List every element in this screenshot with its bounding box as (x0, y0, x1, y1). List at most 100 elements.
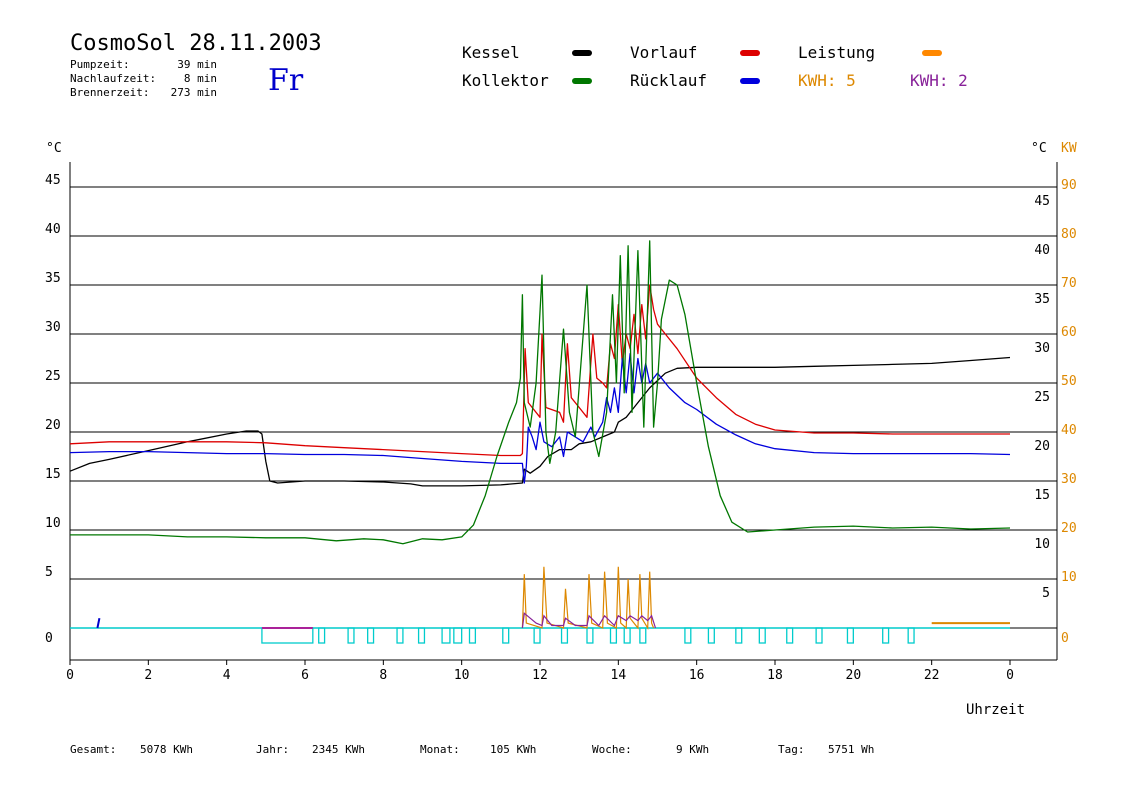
pump-pulse (846, 627, 854, 644)
pump-pulse (586, 627, 594, 644)
pump-pulse (261, 627, 314, 644)
y-tick-right: 30 (1034, 341, 1050, 356)
footer-monat-value: 105 KWh (490, 743, 536, 756)
y-tick-left: 35 (45, 271, 61, 286)
stat-value-nachlauf: 8 min (184, 72, 217, 85)
pump-pulse (735, 627, 743, 644)
kollektor-line (70, 240, 1011, 545)
y-tick-left-zero: 0 (45, 631, 53, 646)
pump-pulse (347, 627, 355, 644)
vorlauf-line (69, 284, 1010, 457)
right-unit-label: °C (1031, 141, 1047, 156)
pump-pulse (468, 627, 477, 644)
y-tick-left: 15 (45, 467, 61, 482)
stat-label-brenner: Brennerzeit: (70, 86, 149, 99)
x-tick-label: 0 (66, 668, 74, 683)
x-tick-label: 12 (532, 668, 548, 683)
pump-pulse (639, 627, 647, 644)
stat-label-nachlauf: Nachlaufzeit: (70, 72, 156, 85)
power-tick: 30 (1061, 472, 1077, 487)
stat-label-pump: Pumpzeit: (70, 58, 130, 71)
power-unit-label: KW (1061, 141, 1077, 156)
power-tick: 50 (1061, 374, 1077, 389)
pump-pulse (533, 627, 541, 644)
footer-jahr-label: Jahr: (256, 743, 289, 756)
y-tick-right: 5 (1042, 586, 1050, 601)
x-tick-labels: 0 2 4 6 8 10 12 14 16 18 20 22 0 (66, 660, 1014, 683)
power-tick: 80 (1061, 227, 1077, 242)
chart-title: CosmoSol 28.11.2003 (70, 31, 322, 56)
x-tick-label: 6 (301, 668, 309, 683)
kwh-label-orange: KWH: 5 (798, 71, 856, 90)
footer-monat-label: Monat: (420, 743, 460, 756)
legend-kollektor-swatch (572, 78, 592, 84)
x-tick-label: 14 (611, 668, 627, 683)
x-tick-label: 8 (379, 668, 387, 683)
pump-pulse (396, 627, 404, 644)
pump-pulse (815, 627, 823, 644)
power-orange-line (521, 566, 655, 631)
ruecklauf-line (69, 352, 1011, 484)
y-tick-right: 25 (1034, 390, 1050, 405)
x-tick-label: 2 (144, 668, 152, 683)
y-tick-left: 40 (45, 222, 61, 237)
y-tick-left: 5 (45, 565, 53, 580)
y-tick-right: 15 (1034, 488, 1050, 503)
y-tick-left: 20 (45, 418, 61, 433)
y-tick-left: 45 (45, 173, 61, 188)
stat-value-pump: 39 min (177, 58, 217, 71)
y-tick-right: 10 (1034, 537, 1050, 552)
legend-ruecklauf-label: Rücklauf (630, 71, 707, 90)
footer-jahr-value: 2345 KWh (312, 743, 365, 756)
power-tick: 70 (1061, 276, 1077, 291)
pump-pulse (684, 627, 692, 644)
x-tick-label: 20 (846, 668, 862, 683)
pump-pulse (560, 627, 569, 644)
pump-pulse (882, 627, 890, 644)
footer-tag-value: 5751 Wh (828, 743, 874, 756)
footer-woche-value: 9 KWh (676, 743, 709, 756)
legend-leistung-swatch (922, 50, 942, 56)
legend-vorlauf-label: Vorlauf (630, 43, 697, 62)
pump-pulse (786, 627, 794, 644)
stat-value-brenner: 273 min (171, 86, 217, 99)
y-tick-left: 10 (45, 516, 61, 531)
legend-kessel-swatch (572, 50, 592, 56)
power-tick: 0 (1061, 631, 1069, 646)
pump-pulse (318, 627, 326, 644)
y-tick-left: 25 (45, 369, 61, 384)
kwh-label-purple: KWH: 2 (910, 71, 968, 90)
y-tick-right: 35 (1034, 292, 1050, 307)
y-tick-right: 40 (1034, 243, 1050, 258)
blue-tick (96, 618, 101, 629)
legend-kessel-label: Kessel (462, 43, 520, 62)
pump-pulse (417, 627, 426, 644)
pump-pulse (502, 627, 510, 644)
power-tick: 60 (1061, 325, 1077, 340)
power-tick: 90 (1061, 178, 1077, 193)
weekday: Fr (268, 63, 304, 98)
footer-tag-label: Tag: (778, 743, 805, 756)
left-unit-label: °C (46, 141, 62, 156)
power-tick: 10 (1061, 570, 1077, 585)
x-tick-label: 16 (689, 668, 705, 683)
y-tick-left: 30 (45, 320, 61, 335)
grid-lines (69, 162, 1058, 661)
x-tick-label: 18 (767, 668, 783, 683)
y-tick-right: 20 (1034, 439, 1050, 454)
power-tick: 40 (1061, 423, 1077, 438)
x-tick-label: 0 (1006, 668, 1014, 683)
pump-pulse (707, 627, 715, 644)
footer-gesamt-label: Gesamt: (70, 743, 116, 756)
pump-pulse (441, 627, 451, 644)
footer-gesamt-value: 5078 KWh (140, 743, 193, 756)
pump-pulse (758, 627, 766, 644)
kessel-line (69, 356, 1011, 487)
x-tick-label: 4 (223, 668, 231, 683)
x-axis-label: Uhrzeit (966, 702, 1025, 718)
footer-woche-label: Woche: (592, 743, 632, 756)
legend-vorlauf-swatch (740, 50, 760, 56)
legend-ruecklauf-swatch (740, 78, 760, 84)
pump-pulse (907, 627, 915, 644)
